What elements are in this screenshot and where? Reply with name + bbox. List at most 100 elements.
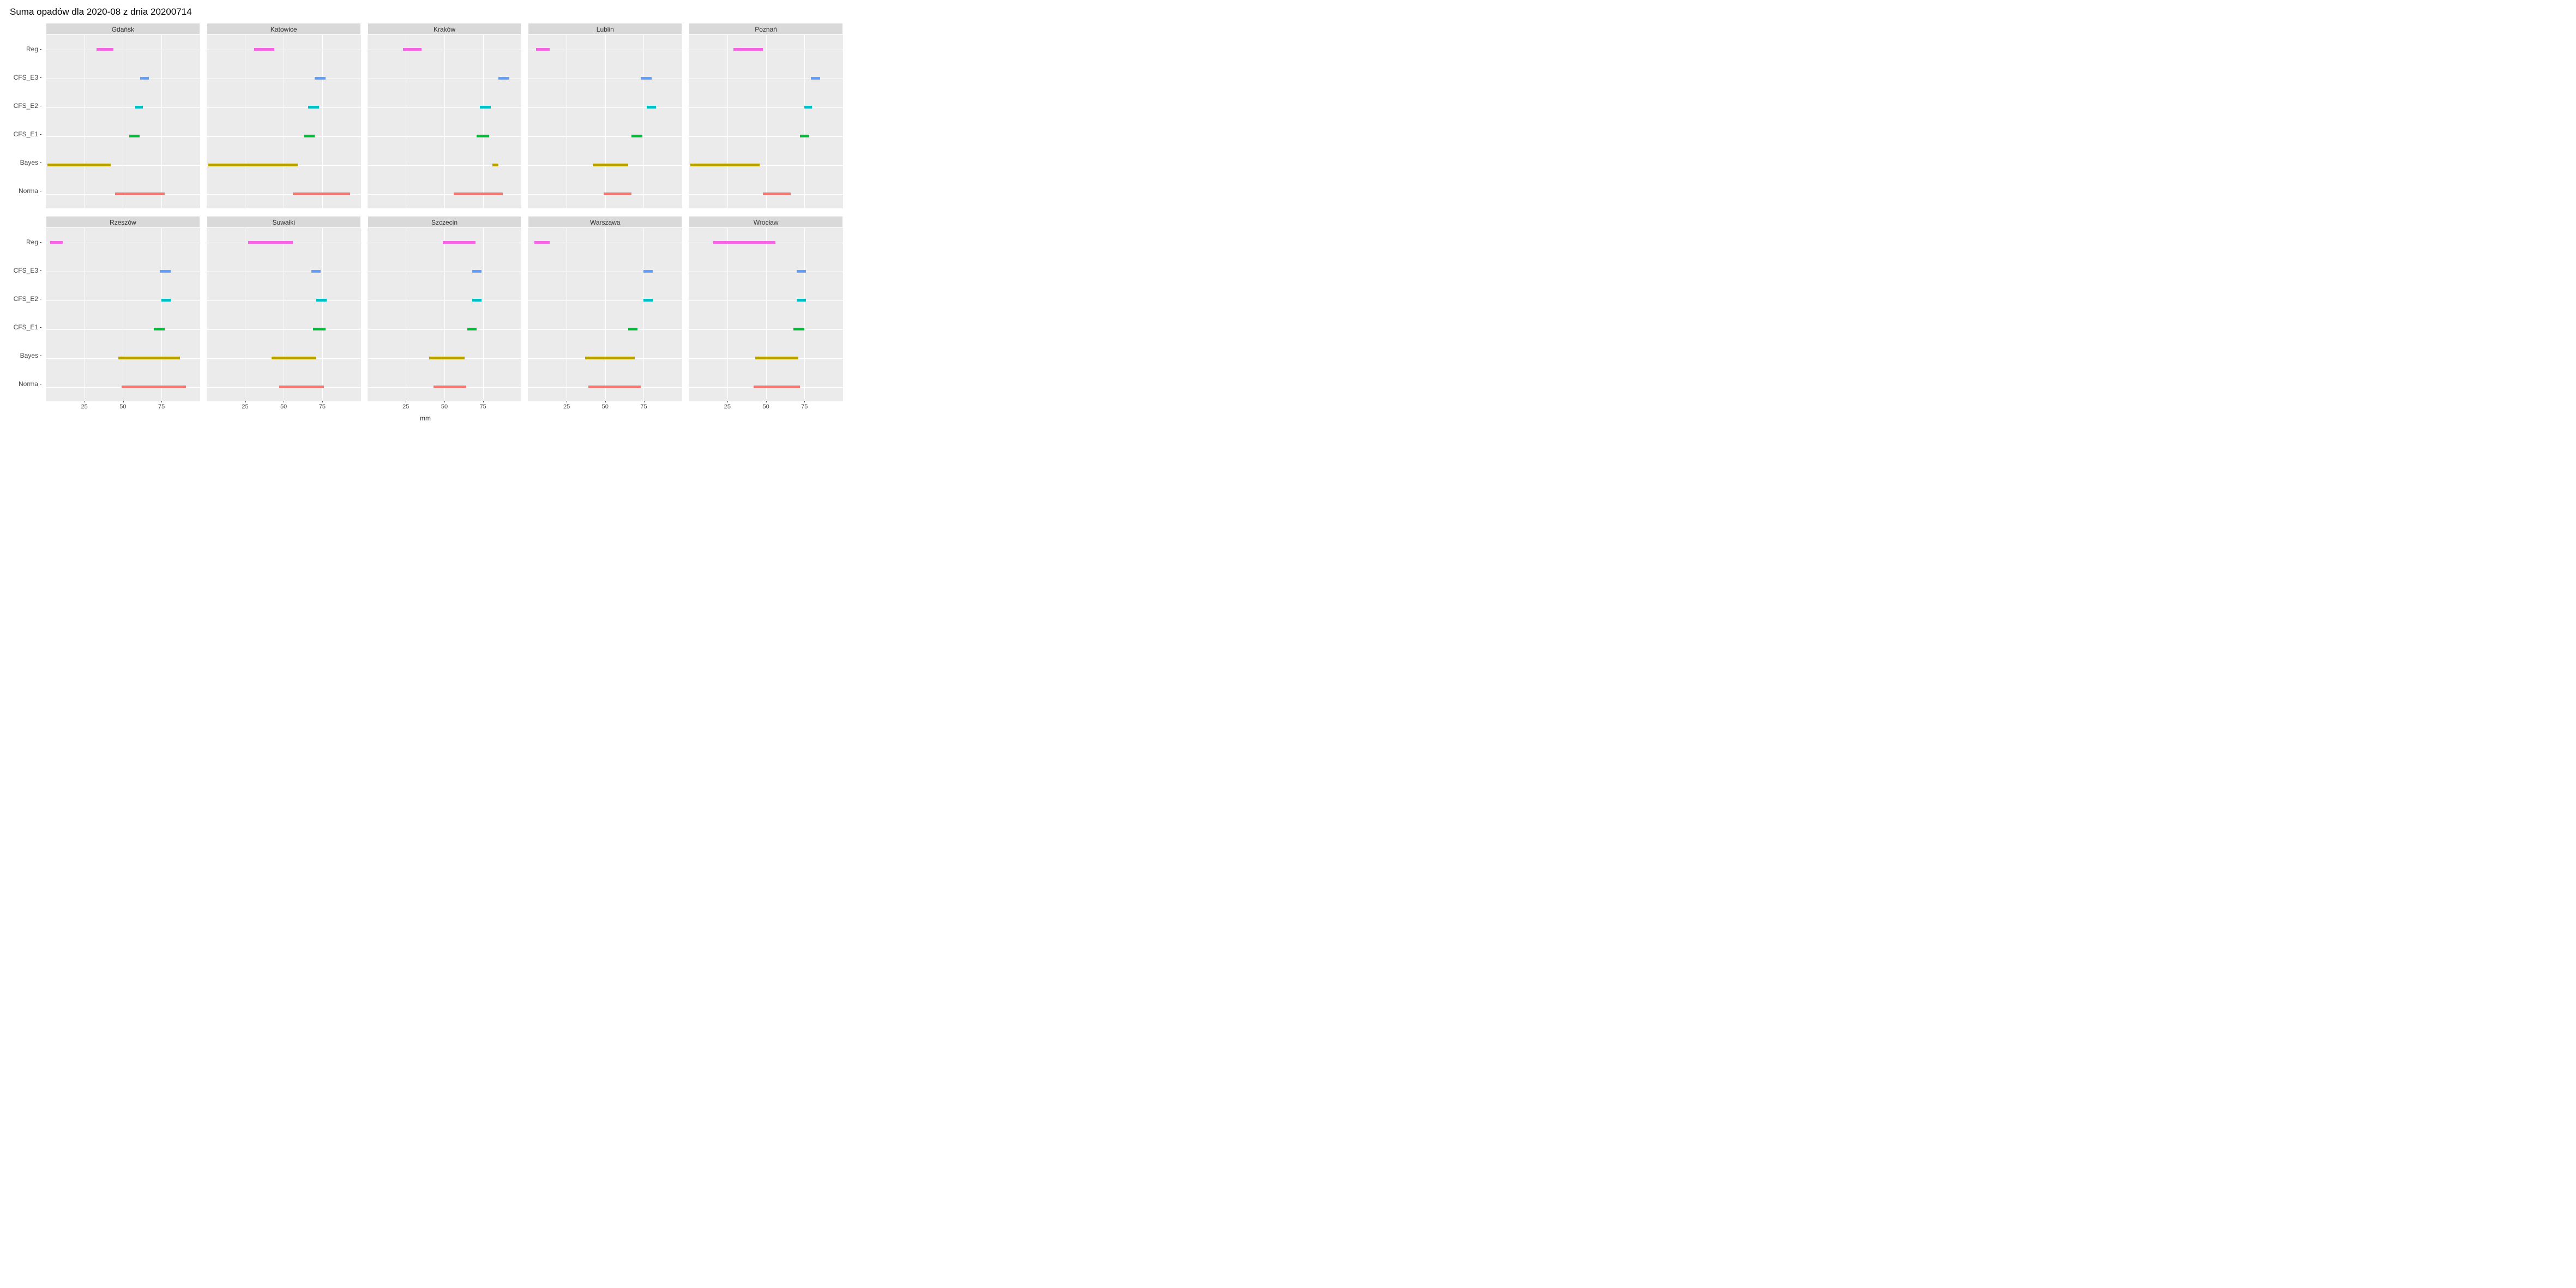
range-bar bbox=[755, 357, 798, 359]
range-bar bbox=[793, 328, 804, 330]
facet-strip: Suwałki bbox=[207, 216, 361, 228]
plot-area bbox=[368, 228, 522, 401]
facet-strip: Szczecin bbox=[368, 216, 522, 228]
range-bar bbox=[50, 241, 63, 244]
x-axis: 255075 bbox=[368, 404, 522, 413]
facet-strip: Warszawa bbox=[528, 216, 682, 228]
gridline-horizontal bbox=[207, 300, 361, 301]
plot-area bbox=[46, 228, 200, 401]
gridline-vertical bbox=[804, 35, 805, 208]
gridline-vertical bbox=[322, 35, 323, 208]
facet-row: RegCFS_E3CFS_E2CFS_E1BayesNormaRzeszów Su… bbox=[8, 216, 843, 401]
gridline-horizontal bbox=[207, 136, 361, 137]
gridline-vertical bbox=[766, 35, 767, 208]
gridline-vertical bbox=[766, 228, 767, 401]
gridline-vertical bbox=[444, 35, 445, 208]
range-bar bbox=[797, 299, 806, 302]
range-bar bbox=[272, 357, 316, 359]
x-tick-label: 50 bbox=[119, 404, 126, 410]
range-bar bbox=[316, 299, 327, 302]
facet-panels: RzeszówSuwałkiSzczecinWarszawaWrocław bbox=[46, 216, 843, 401]
gridline-horizontal bbox=[46, 329, 200, 330]
range-bar bbox=[154, 328, 165, 330]
gridline-horizontal bbox=[689, 136, 843, 137]
facet-panels: GdańskKatowiceKrakówLublinPoznań bbox=[46, 23, 843, 208]
range-bar bbox=[690, 164, 760, 166]
range-bar bbox=[454, 192, 503, 195]
y-tick-label: Bayes bbox=[8, 341, 39, 370]
range-bar bbox=[135, 106, 143, 109]
gridline-vertical bbox=[727, 228, 728, 401]
range-bar bbox=[585, 357, 634, 359]
range-bar bbox=[733, 48, 763, 51]
facet-panel: Rzeszów bbox=[46, 216, 200, 401]
range-bar bbox=[804, 106, 812, 109]
range-bar bbox=[118, 357, 180, 359]
range-bar bbox=[467, 328, 477, 330]
x-tick-label: 25 bbox=[402, 404, 409, 410]
facet-panel: Kraków bbox=[368, 23, 522, 208]
y-tick-label: CFS_E2 bbox=[8, 285, 39, 313]
gridline-vertical bbox=[483, 228, 484, 401]
range-bar bbox=[47, 164, 111, 166]
range-bar bbox=[443, 241, 475, 244]
gridline-horizontal bbox=[689, 300, 843, 301]
x-axis: 255075 bbox=[528, 404, 682, 413]
gridline-horizontal bbox=[368, 107, 522, 108]
gridline-horizontal bbox=[207, 329, 361, 330]
range-bar bbox=[763, 192, 791, 195]
gridline-vertical bbox=[605, 228, 606, 401]
y-tick-label: Norma bbox=[8, 370, 39, 398]
range-bar bbox=[713, 241, 775, 244]
range-bar bbox=[643, 270, 653, 273]
range-bar bbox=[122, 386, 186, 388]
range-bar bbox=[647, 106, 656, 109]
gridline-horizontal bbox=[46, 107, 200, 108]
gridline-vertical bbox=[161, 35, 162, 208]
gridline-horizontal bbox=[368, 329, 522, 330]
facet-panel: Szczecin bbox=[368, 216, 522, 401]
y-tick-label: CFS_E1 bbox=[8, 313, 39, 341]
plot-area bbox=[368, 35, 522, 208]
range-bar bbox=[97, 48, 113, 51]
range-bar bbox=[498, 77, 509, 80]
facet-strip: Gdańsk bbox=[46, 23, 200, 35]
range-bar bbox=[279, 386, 324, 388]
x-tick-label: 50 bbox=[441, 404, 448, 410]
range-bar bbox=[604, 192, 631, 195]
y-axis: RegCFS_E3CFS_E2CFS_E1BayesNorma bbox=[8, 216, 39, 401]
range-bar bbox=[311, 270, 321, 273]
range-bar bbox=[208, 164, 298, 166]
range-bar bbox=[588, 386, 641, 388]
range-bar bbox=[129, 135, 140, 137]
facet-strip: Poznań bbox=[689, 23, 843, 35]
range-bar bbox=[641, 77, 652, 80]
facet-panel: Lublin bbox=[528, 23, 682, 208]
x-tick-label: 75 bbox=[801, 404, 808, 410]
x-tick-label: 50 bbox=[602, 404, 609, 410]
gridline-horizontal bbox=[689, 107, 843, 108]
range-bar bbox=[754, 386, 800, 388]
range-bar bbox=[534, 241, 550, 244]
range-bar bbox=[308, 106, 319, 109]
plot-area bbox=[689, 228, 843, 401]
gridline-horizontal bbox=[689, 329, 843, 330]
gridline-horizontal bbox=[528, 300, 682, 301]
y-tick-label: Reg bbox=[8, 35, 39, 63]
range-bar bbox=[304, 135, 315, 137]
range-bar bbox=[797, 270, 806, 273]
range-bar bbox=[403, 48, 422, 51]
x-tick-label: 50 bbox=[280, 404, 287, 410]
gridline-horizontal bbox=[46, 136, 200, 137]
range-bar bbox=[536, 48, 550, 51]
gridline-vertical bbox=[643, 35, 644, 208]
range-bar bbox=[434, 386, 466, 388]
y-tick-label: CFS_E3 bbox=[8, 63, 39, 92]
plot-area bbox=[528, 35, 682, 208]
x-tick-label: 75 bbox=[158, 404, 165, 410]
gridline-horizontal bbox=[528, 136, 682, 137]
y-axis: RegCFS_E3CFS_E2CFS_E1BayesNorma bbox=[8, 23, 39, 208]
plot-area bbox=[207, 35, 361, 208]
gridline-horizontal bbox=[46, 300, 200, 301]
range-bar bbox=[631, 135, 642, 137]
